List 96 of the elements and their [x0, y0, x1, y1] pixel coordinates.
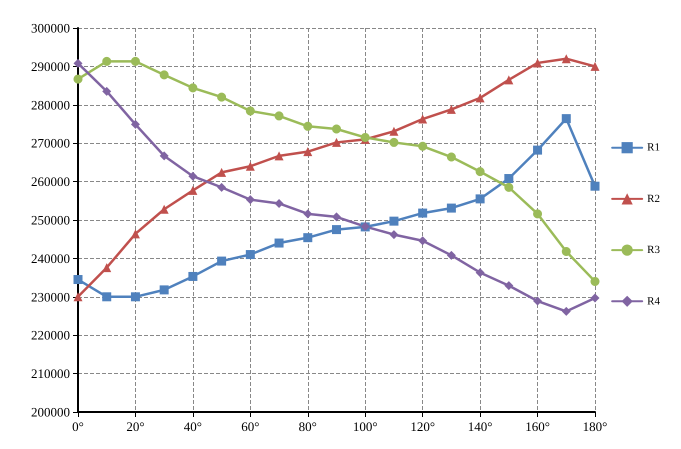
point: [446, 152, 456, 162]
point: [533, 209, 542, 218]
point: [504, 281, 514, 290]
point: [562, 246, 571, 256]
point: [102, 56, 112, 66]
x-tick-label: 100°: [352, 419, 378, 434]
point: [274, 151, 284, 160]
x-tick-label: 0°: [72, 419, 84, 434]
point: [303, 122, 312, 131]
point: [332, 212, 341, 222]
point: [246, 250, 255, 260]
point: [74, 74, 82, 84]
legend-label: R2: [647, 192, 660, 205]
point: [274, 198, 284, 208]
point: [188, 186, 198, 195]
x-tick-label: 140°: [468, 419, 492, 434]
point: [446, 250, 456, 260]
x-tick-label: 180°: [582, 419, 608, 434]
point: [562, 54, 571, 64]
point: [74, 58, 82, 68]
point: [274, 111, 284, 120]
point: [533, 146, 542, 155]
point: [446, 104, 456, 114]
point: [418, 142, 428, 151]
y-tick-label: 250000: [31, 212, 70, 228]
point: [332, 124, 341, 134]
legend-label: R1: [647, 142, 660, 154]
point: [217, 256, 226, 266]
point: [533, 58, 542, 68]
y-tick-label: 260000: [31, 174, 70, 190]
point: [303, 147, 312, 156]
x-tick-label: 40°: [184, 419, 202, 434]
legend-label: R3: [647, 244, 660, 256]
point: [533, 296, 542, 306]
point: [188, 172, 198, 181]
point: [562, 114, 571, 124]
point: [74, 292, 82, 302]
point: [217, 168, 226, 177]
point: [130, 292, 140, 302]
point: [476, 93, 485, 102]
point: [160, 70, 169, 80]
y-tick-label: 300000: [31, 20, 70, 36]
point: [389, 230, 398, 240]
point: [246, 162, 255, 171]
point: [130, 120, 140, 129]
point: [160, 204, 169, 214]
y-tick-label: 200000: [31, 404, 70, 420]
point: [102, 86, 112, 96]
point: [418, 208, 428, 218]
point: [303, 233, 312, 242]
point: [246, 195, 255, 204]
point: [504, 182, 514, 192]
point: [418, 236, 428, 246]
point: [217, 182, 226, 192]
point: [246, 106, 255, 116]
point: [504, 75, 514, 84]
y-tick-label: 280000: [31, 97, 70, 112]
point: [160, 151, 169, 160]
point: [389, 126, 398, 136]
y-tick-label: 270000: [31, 136, 70, 151]
point: [332, 138, 341, 147]
point: [476, 167, 485, 176]
point: [476, 194, 485, 204]
y-tick-label: 220000: [31, 328, 70, 343]
x-tick-label: 60°: [241, 419, 260, 434]
x-tick-label: 120°: [410, 419, 436, 434]
point: [332, 225, 341, 234]
point: [590, 293, 600, 302]
point: [102, 292, 112, 302]
point: [590, 182, 600, 191]
point: [562, 306, 571, 316]
point: [188, 83, 198, 92]
point: [389, 138, 398, 147]
point: [476, 268, 485, 278]
y-tick-label: 290000: [31, 58, 70, 74]
y-tick-label: 210000: [31, 366, 70, 382]
x-tick-label: 160°: [525, 419, 550, 434]
y-tick-label: 240000: [31, 250, 70, 266]
x-tick-label: 80°: [298, 419, 317, 434]
point: [160, 285, 169, 294]
point: [590, 62, 600, 71]
point: [74, 275, 82, 284]
x-tick-label: 20°: [126, 419, 145, 434]
point: [418, 114, 428, 124]
point: [446, 204, 456, 213]
y-tick-label: 230000: [31, 289, 70, 304]
point: [389, 216, 398, 226]
point: [188, 272, 198, 281]
point: [217, 92, 226, 102]
point: [130, 56, 140, 66]
point: [303, 209, 312, 218]
point: [274, 238, 284, 248]
point: [590, 276, 600, 286]
point: [504, 174, 514, 184]
legend-label: R4: [647, 295, 660, 308]
point: [130, 229, 140, 238]
